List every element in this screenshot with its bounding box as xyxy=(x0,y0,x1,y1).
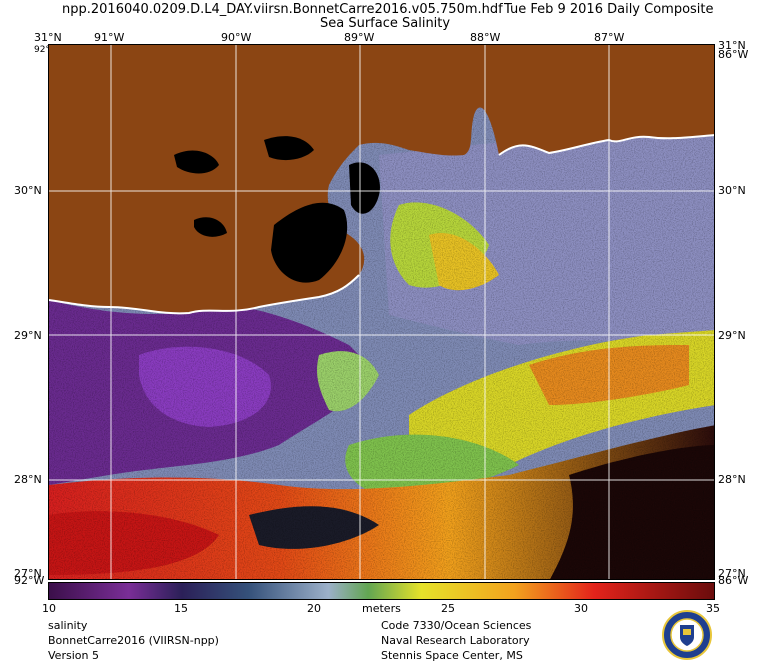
corner-label-top-right-lat: 31°N xyxy=(718,39,746,52)
file-name: npp.2016040.0209.D.L4_DAY.viirsn.BonnetC… xyxy=(62,2,503,17)
corner-label-bottom-right-lon: 86°W xyxy=(718,574,749,587)
corner-label-bottom-right-lat: 27°N xyxy=(718,567,746,580)
lat-label-29n-right: 29°N xyxy=(718,329,746,342)
lat-label-30n-right: 30°N xyxy=(718,184,746,197)
version-text: Version 5 xyxy=(48,649,99,662)
colorbar-tick-30: 30 xyxy=(574,602,588,615)
colorbar-tick-35: 35 xyxy=(706,602,720,615)
nrl-seal-logo xyxy=(662,610,712,660)
salinity-map xyxy=(48,44,715,580)
seal-emblem xyxy=(683,629,691,635)
lon-label-88w: 88°W xyxy=(470,31,501,44)
corner-label-bottom-left-lon: 92°W xyxy=(14,574,45,587)
inland-water-bay xyxy=(174,150,219,174)
product-title: Sea Surface Salinity xyxy=(320,16,451,31)
colorbar xyxy=(48,582,715,600)
inland-water-lake xyxy=(264,136,314,161)
colorbar-tick-15: 15 xyxy=(174,602,188,615)
colorbar-tick-10: 10 xyxy=(42,602,56,615)
lat-label-28n-right: 28°N xyxy=(718,473,746,486)
inland-water-marsh xyxy=(271,202,348,283)
colorbar-unit: meters xyxy=(362,602,401,615)
inland-water-small xyxy=(194,217,227,237)
dataset-name: BonnetCarre2016 (VIIRSN-npp) xyxy=(48,634,219,647)
lat-label-28n-left: 28°N xyxy=(14,473,42,486)
corner-label-top-left-lon: 92°W xyxy=(34,45,59,55)
land-mass xyxy=(49,45,714,314)
corner-label-bottom-left-lat: 27°N xyxy=(14,567,42,580)
lat-label-30n-left: 30°N xyxy=(14,184,42,197)
coastline xyxy=(49,274,360,315)
map-canvas xyxy=(49,45,714,579)
variable-name: salinity xyxy=(48,619,88,632)
graticule xyxy=(49,45,714,579)
colorbar-tick-25: 25 xyxy=(441,602,455,615)
corner-label-top-right-lon: 86°W xyxy=(718,48,749,61)
delta-marsh xyxy=(349,162,380,214)
lon-label-91w: 91°W xyxy=(94,31,125,44)
lon-label-87w: 87°W xyxy=(594,31,625,44)
composite-date: Tue Feb 9 2016 Daily Composite xyxy=(504,2,714,17)
colorbar-fill xyxy=(49,583,714,599)
org-code: Code 7330/Ocean Sciences xyxy=(381,619,532,632)
lon-label-90w: 90°W xyxy=(221,31,252,44)
org-location: Stennis Space Center, MS xyxy=(381,649,523,662)
colorbar-gradient xyxy=(49,583,714,599)
org-name: Naval Research Laboratory xyxy=(381,634,530,647)
lat-label-29n-left: 29°N xyxy=(14,329,42,342)
corner-label-top-left-lat: 31°N xyxy=(34,31,62,44)
lon-label-89w: 89°W xyxy=(344,31,375,44)
colorbar-tick-20: 20 xyxy=(307,602,321,615)
